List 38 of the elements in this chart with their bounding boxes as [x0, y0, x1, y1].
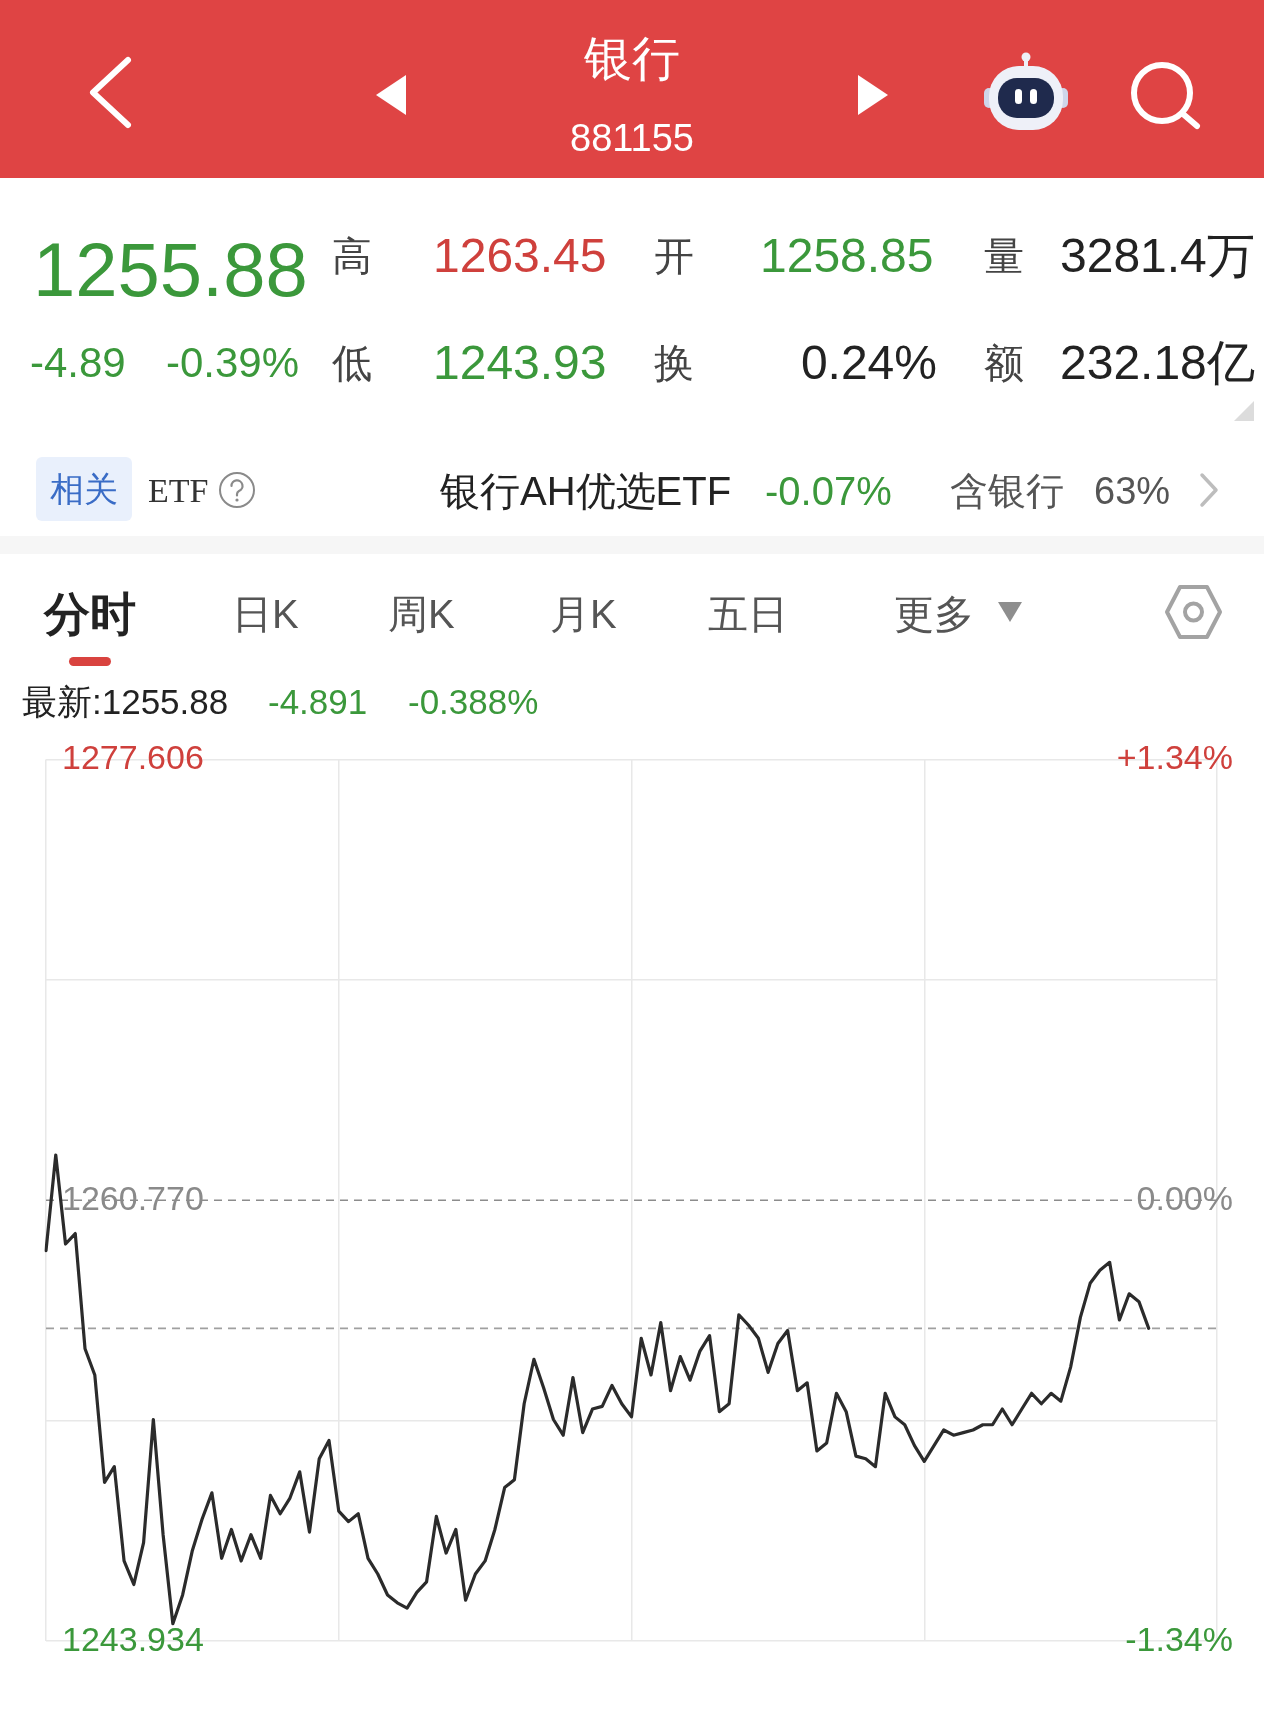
text: -0.388% [408, 682, 539, 721]
text: 相关 [36, 457, 132, 521]
y-tick-label: 1277.606 [62, 737, 204, 776]
text: 周K [388, 592, 455, 636]
text: 含银行 [950, 470, 1064, 512]
text: 1243.93 [433, 336, 607, 389]
text: -0.07% [765, 469, 892, 513]
text: 开 [654, 234, 694, 278]
text: -4.89 [30, 339, 126, 386]
text: 五日 [708, 592, 788, 636]
y2-tick-label: 0.00% [1136, 1178, 1233, 1217]
text: ETF [148, 472, 209, 509]
text: 1263.45 [433, 229, 607, 282]
text: 月K [550, 592, 617, 636]
text: 最新:1255.88 [22, 682, 229, 721]
y2-tick-label: +1.34% [1116, 737, 1233, 776]
text: 量 [984, 234, 1024, 278]
chart-title: 银行 [584, 32, 680, 85]
text: 232.18亿 [1060, 336, 1255, 389]
text: 日K [232, 592, 299, 636]
chart-subtitle: 881155 [570, 117, 694, 159]
text: 分时 [44, 588, 136, 640]
text: 低 [332, 341, 372, 385]
text: 3281.4万 [1060, 229, 1255, 282]
text: 更多 [894, 592, 974, 636]
text: 额 [984, 341, 1024, 385]
y-tick-label: 1243.934 [62, 1619, 204, 1658]
text: -4.891 [268, 682, 368, 721]
y-tick-label: 1260.770 [62, 1178, 204, 1217]
text: 0.24% [800, 336, 937, 389]
text: 换 [654, 341, 694, 385]
text: 银行AH优选ETF [440, 469, 732, 513]
text: 63% [1094, 470, 1171, 512]
text: 高 [332, 234, 372, 278]
text: 1258.85 [760, 229, 934, 282]
y2-tick-label: -1.34% [1125, 1619, 1233, 1658]
text: 1255.88 [33, 227, 308, 312]
text: -0.39% [166, 339, 300, 386]
